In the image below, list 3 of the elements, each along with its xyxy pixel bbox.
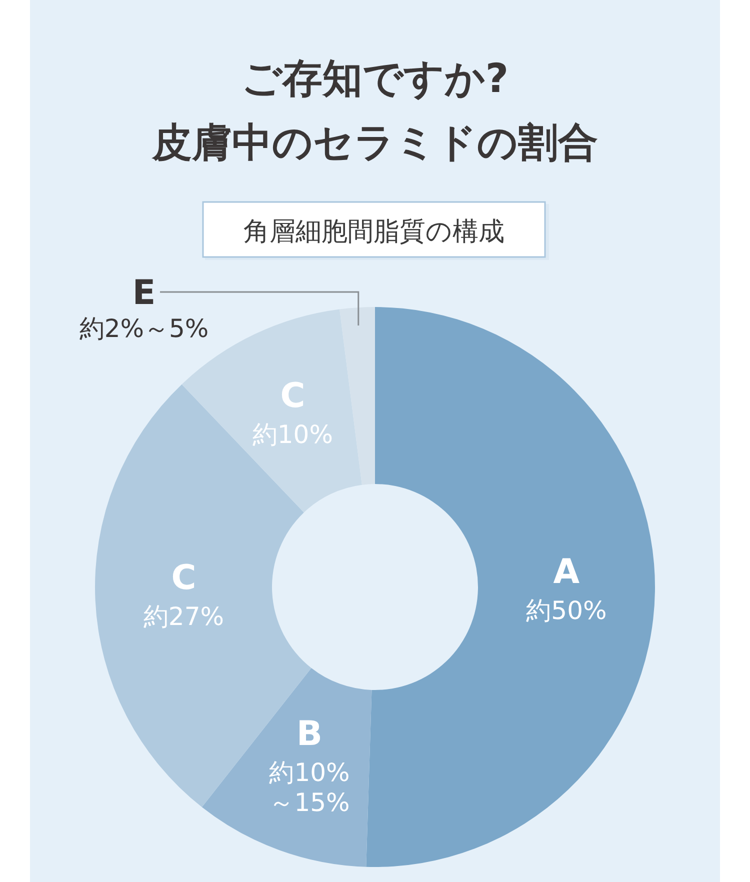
subtitle: 角層細胞間脂質の構成 [202, 201, 549, 260]
chart-subtitle: 角層細胞間脂質の構成 [244, 217, 504, 247]
title: ご存知ですか? 皮膚中のセラミドの割合 [152, 56, 598, 166]
